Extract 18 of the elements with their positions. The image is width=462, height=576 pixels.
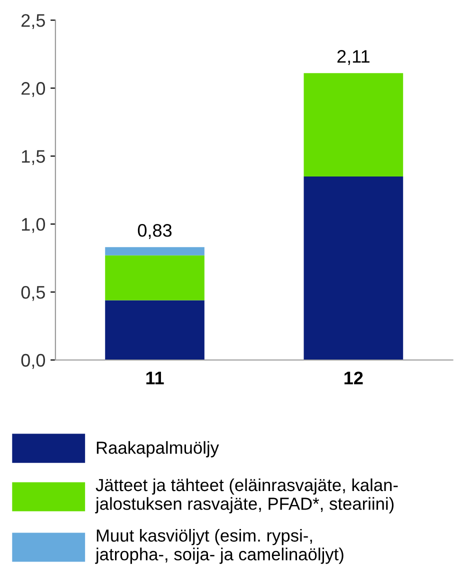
x-tick-label: 12 xyxy=(344,372,363,384)
x-tick-label: 11 xyxy=(146,372,164,384)
y-tick-label: 1,0 xyxy=(22,218,46,233)
total-label: 0,83 xyxy=(138,224,172,239)
bar xyxy=(105,255,204,300)
legend-label: Jätteet ja tähteet (eläinrasvajäte, kalan- jalostuksen rasvajäte, PFAD*, steariini) xyxy=(95,478,398,514)
bar xyxy=(304,176,404,360)
total-label: 2,11 xyxy=(337,50,370,65)
bar xyxy=(105,247,204,256)
y-tick-label: 0,0 xyxy=(21,354,46,369)
bar xyxy=(304,73,404,176)
y-tick-label: 0,5 xyxy=(21,286,45,301)
bar xyxy=(105,300,204,360)
y-tick-label: 2,0 xyxy=(22,82,46,97)
legend-label: Raakapalmuöljy xyxy=(96,441,219,458)
legend-label: Muut kasviöljyt (esim. rypsi-, jatropha-, soija- ja camelinaöljyt) xyxy=(95,528,344,564)
y-tick-label: 2,5 xyxy=(22,14,45,30)
y-tick-label: 1,5 xyxy=(22,150,45,165)
